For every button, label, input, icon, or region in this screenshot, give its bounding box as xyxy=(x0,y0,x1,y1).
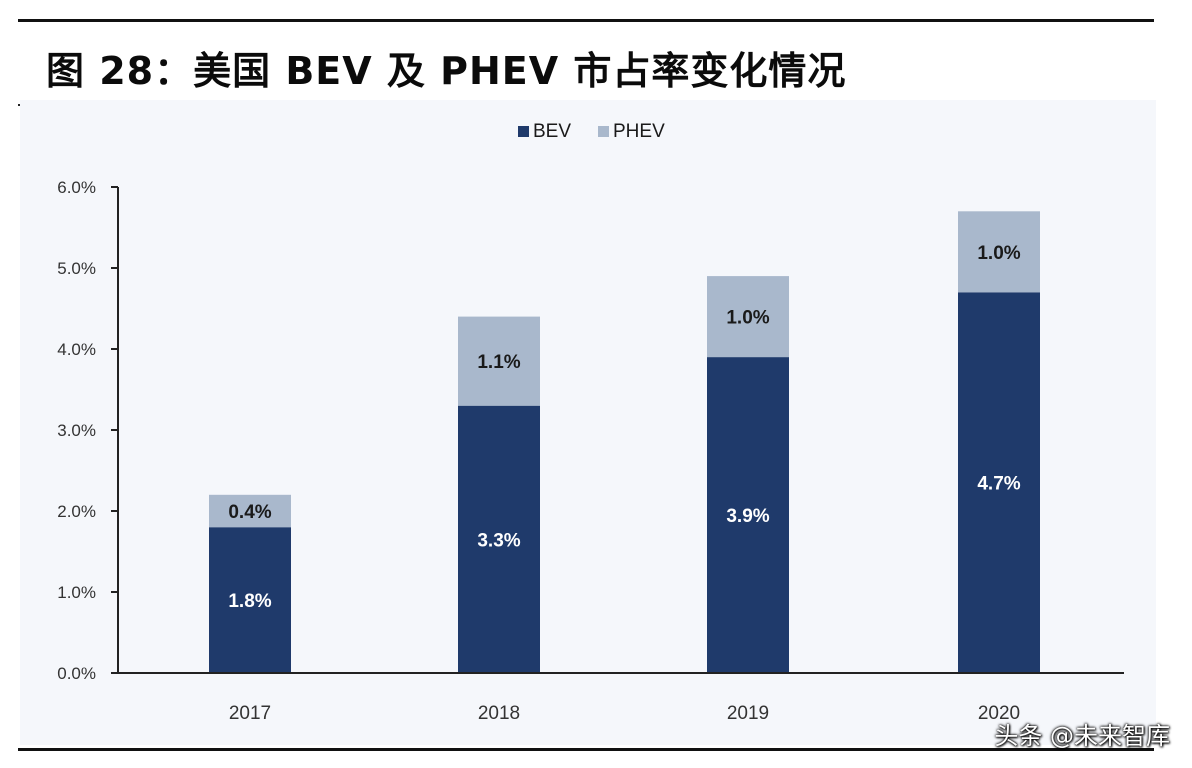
bar-bev-2019 xyxy=(707,357,789,673)
top-rule xyxy=(18,19,1154,22)
data-label-phev-2017: 0.4% xyxy=(228,502,271,523)
data-label-phev-2019: 1.0% xyxy=(726,308,769,329)
x-tick-label-2020: 2020 xyxy=(978,703,1020,724)
y-tick-label-0: 0.0% xyxy=(57,664,96,683)
data-label-bev-2019: 3.9% xyxy=(726,506,769,527)
chart-title: 图 28：美国 BEV 及 PHEV 市占率变化情况 xyxy=(46,49,847,93)
x-tick-label-2018: 2018 xyxy=(478,703,520,724)
y-tick-label-5: 5.0% xyxy=(57,259,96,278)
bottom-rule xyxy=(18,748,1154,751)
watermark: 头条 @未来智库 xyxy=(994,722,1170,750)
legend-label-bev: BEV xyxy=(533,121,571,142)
bar-bev-2020 xyxy=(958,292,1040,673)
data-label-bev-2018: 3.3% xyxy=(477,530,520,551)
y-tick-label-3: 3.0% xyxy=(57,421,96,440)
legend-swatch-phev xyxy=(598,126,609,137)
y-tick-label-1: 1.0% xyxy=(57,583,96,602)
bar-phev-2018 xyxy=(458,316,540,406)
legend-label-phev: PHEV xyxy=(613,121,665,142)
data-label-bev-2020: 4.7% xyxy=(977,474,1020,495)
bar-phev-2019 xyxy=(707,276,789,358)
legend-swatch-bev xyxy=(518,126,529,137)
y-tick-label-2: 2.0% xyxy=(57,502,96,521)
x-tick-label-2019: 2019 xyxy=(727,703,769,724)
bar-bev-2017 xyxy=(209,527,291,673)
bar-bev-2018 xyxy=(458,405,540,673)
y-tick-label-4: 4.0% xyxy=(57,340,96,359)
bar-phev-2017 xyxy=(209,494,291,528)
data-label-bev-2017: 1.8% xyxy=(228,591,271,612)
bar-phev-2020 xyxy=(958,211,1040,293)
y-tick-label-6: 6.0% xyxy=(57,178,96,197)
data-label-phev-2020: 1.0% xyxy=(977,243,1020,264)
data-label-phev-2018: 1.1% xyxy=(477,352,520,373)
x-tick-label-2017: 2017 xyxy=(229,703,271,724)
